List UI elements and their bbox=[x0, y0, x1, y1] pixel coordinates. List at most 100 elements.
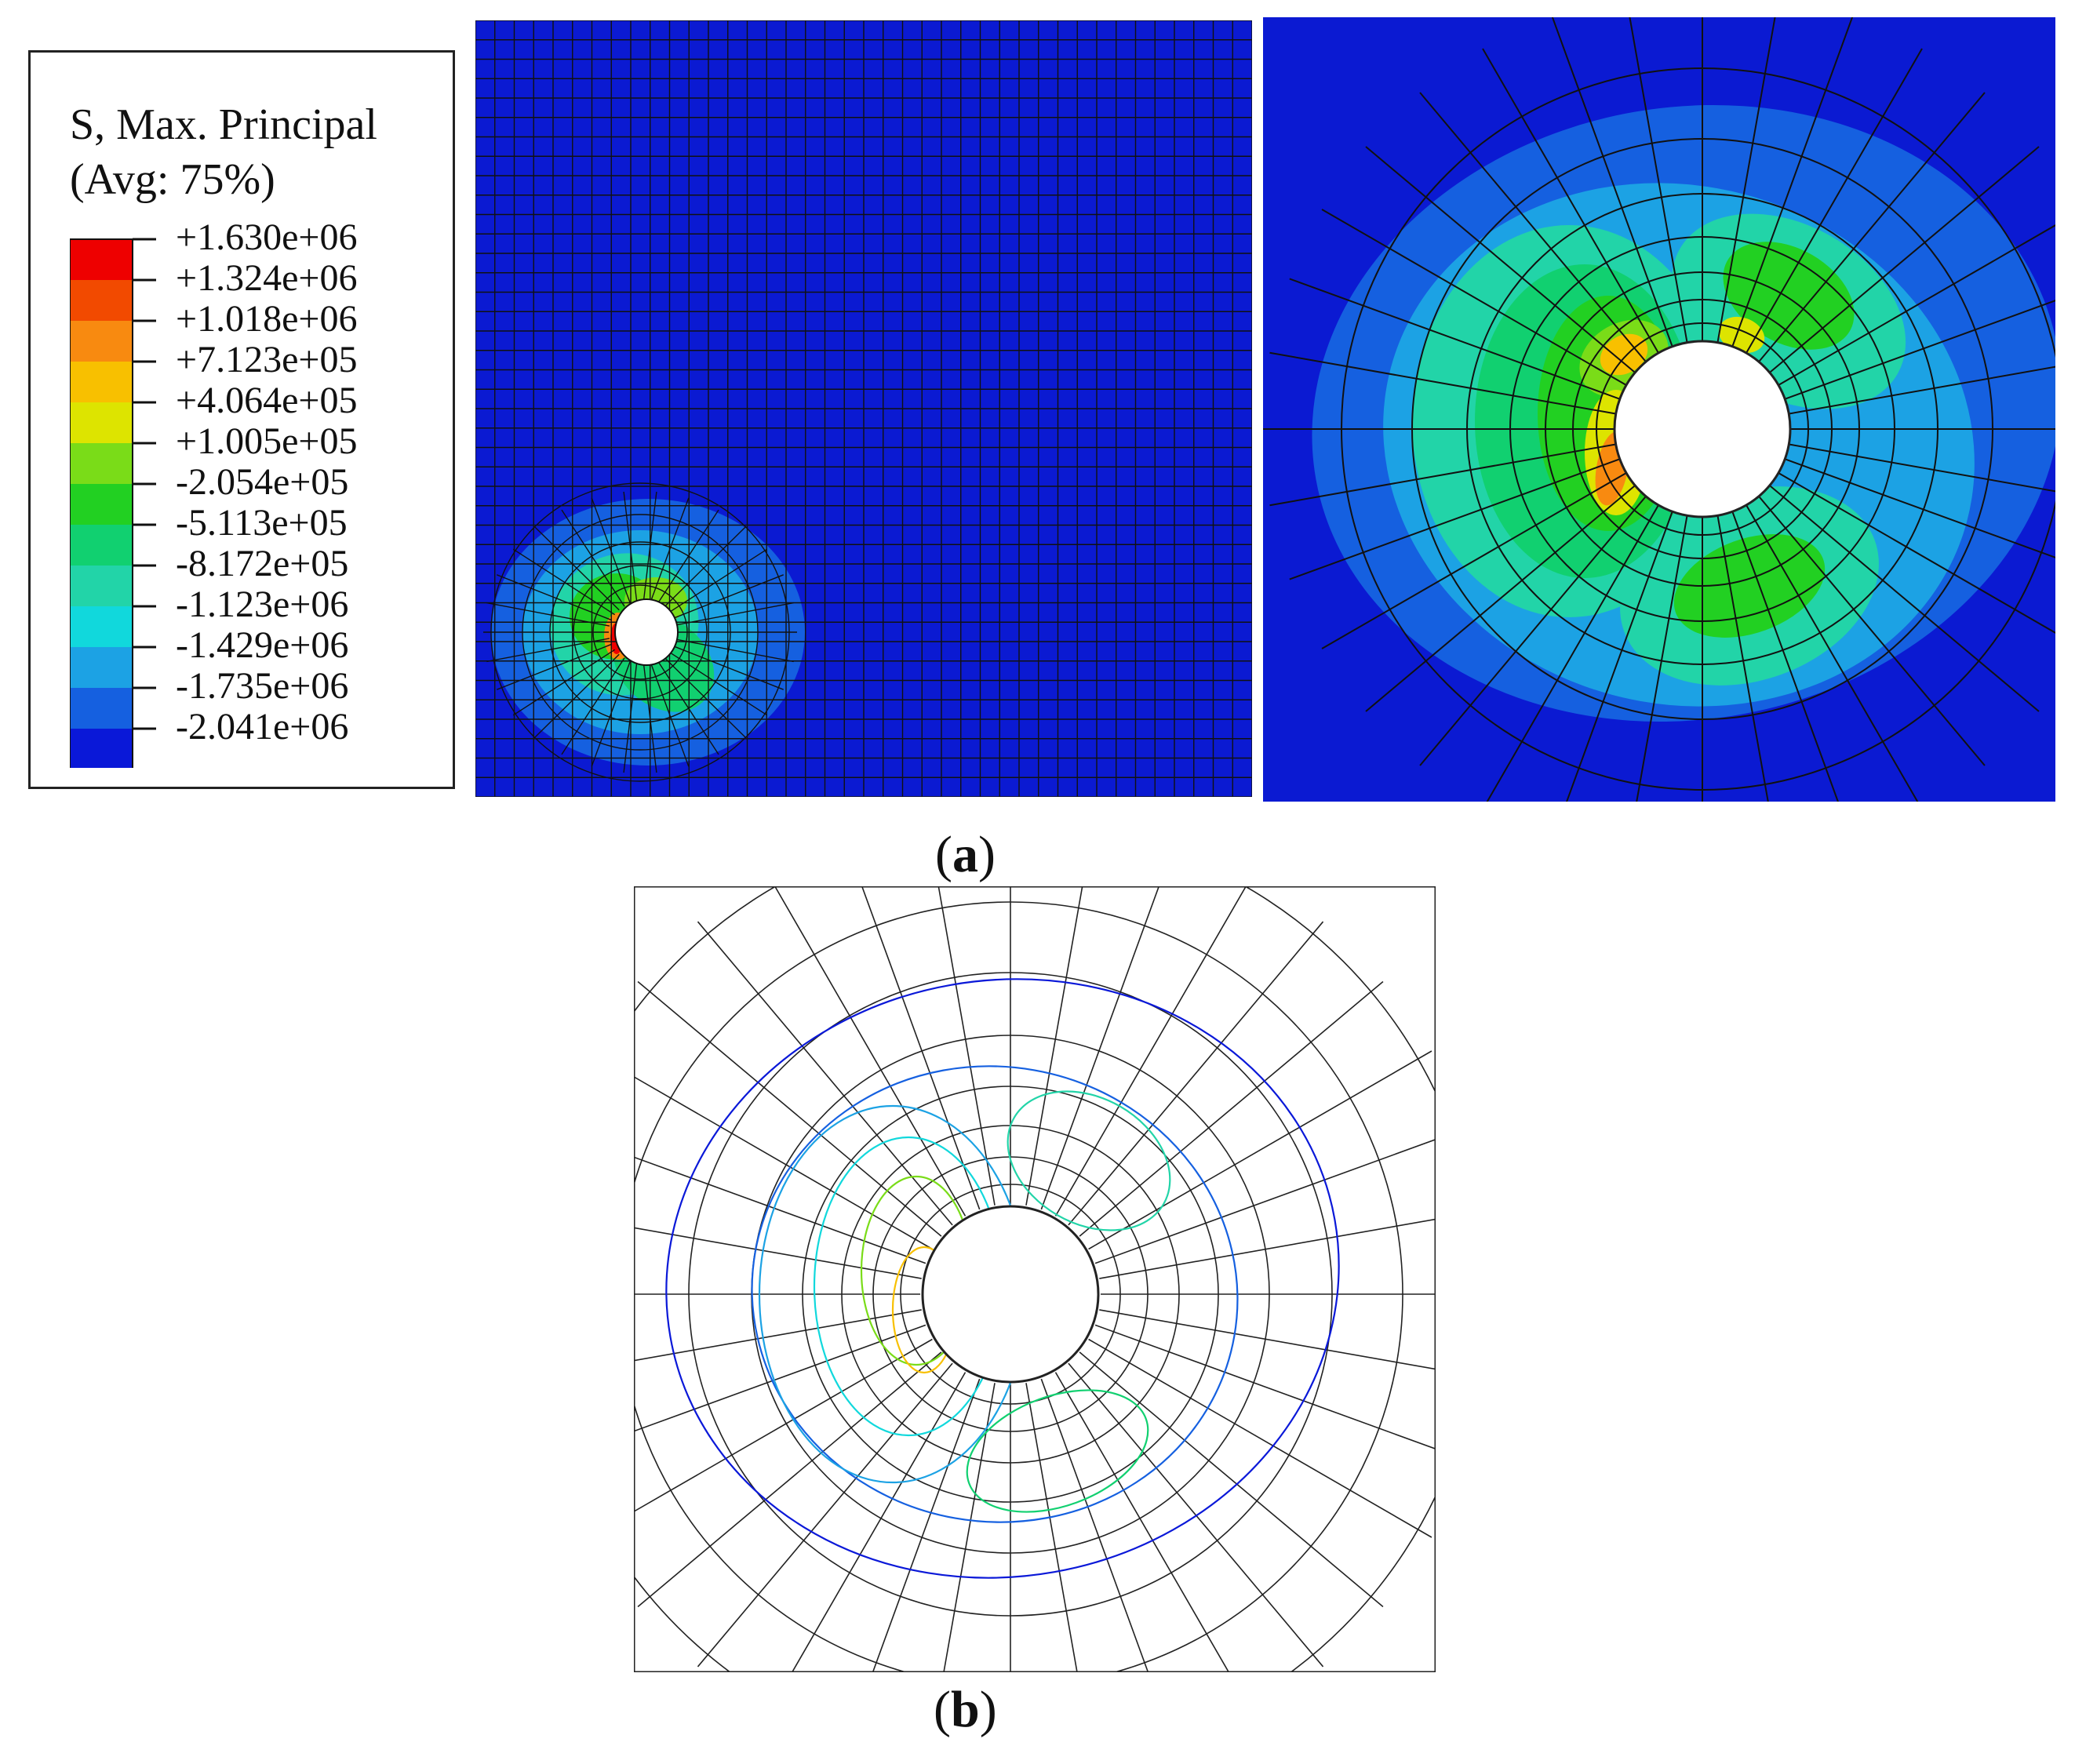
mesh-line bbox=[591, 497, 632, 605]
legend-label: -5.113e+05 bbox=[176, 502, 348, 544]
legend-label: +1.018e+06 bbox=[176, 298, 358, 340]
mesh-line bbox=[1636, 514, 1688, 802]
mesh-line bbox=[643, 491, 657, 603]
mesh-line bbox=[534, 526, 620, 611]
mesh-line bbox=[1079, 980, 1384, 1237]
mesh-ring bbox=[802, 1086, 1219, 1503]
mesh-line bbox=[1025, 1383, 1078, 1672]
legend-swatch bbox=[70, 362, 133, 402]
legend-swatch bbox=[70, 525, 133, 566]
mesh-line bbox=[1289, 457, 1622, 580]
mesh-line bbox=[1054, 886, 1247, 1217]
legend-swatch bbox=[70, 606, 133, 647]
mesh-line bbox=[664, 548, 768, 616]
mesh-line bbox=[649, 660, 690, 767]
mesh-line bbox=[1088, 1050, 1432, 1250]
mesh-line bbox=[486, 602, 610, 627]
mesh-line bbox=[668, 574, 784, 621]
stress-zone bbox=[1718, 316, 1765, 354]
contour-line bbox=[665, 978, 1340, 1579]
mesh-line bbox=[643, 661, 657, 773]
mesh-ring bbox=[634, 901, 1403, 1672]
mesh-ring bbox=[1572, 299, 1833, 559]
legend-swatch bbox=[70, 484, 133, 525]
mesh-line bbox=[697, 921, 953, 1226]
mesh-line bbox=[1783, 300, 2055, 401]
contour-line bbox=[966, 1389, 1149, 1513]
hole bbox=[1613, 340, 1792, 518]
mesh-line bbox=[1365, 146, 1637, 375]
zoomed-hole-contour bbox=[1263, 17, 2055, 802]
mesh-line bbox=[670, 638, 794, 663]
legend-label: -1.429e+06 bbox=[176, 624, 349, 666]
mesh-ring bbox=[1341, 67, 2055, 791]
mesh-line bbox=[534, 653, 620, 738]
mesh-line bbox=[1776, 224, 2055, 387]
legend-swatch bbox=[70, 239, 133, 280]
legend-bar-outline bbox=[70, 238, 133, 768]
legend-label: -1.123e+06 bbox=[176, 584, 349, 625]
mesh-ring bbox=[900, 1184, 1121, 1405]
legend-label: -2.041e+06 bbox=[176, 706, 349, 747]
legend-label: -2.054e+05 bbox=[176, 461, 349, 503]
mesh-line bbox=[1566, 510, 1674, 802]
stress-zone bbox=[1673, 534, 1826, 638]
hole bbox=[614, 598, 679, 666]
mesh-line bbox=[1783, 457, 2055, 558]
mesh-line bbox=[634, 1338, 933, 1513]
legend-label: +1.005e+05 bbox=[176, 420, 358, 462]
mesh-line bbox=[937, 886, 996, 1206]
stress-zone bbox=[1600, 333, 1648, 376]
mesh-line bbox=[512, 649, 616, 716]
mesh-line bbox=[661, 526, 746, 611]
mesh-line bbox=[1088, 1338, 1432, 1538]
legend-swatch bbox=[70, 402, 133, 443]
full-model-contour bbox=[475, 20, 1252, 797]
mesh-line bbox=[637, 1351, 942, 1608]
mesh-line bbox=[561, 509, 625, 607]
stress-legend: S, Max. Principal (Avg: 75%) +1.630e+06 +… bbox=[28, 50, 455, 789]
mesh-line bbox=[1099, 1218, 1436, 1279]
legend-swatch bbox=[70, 688, 133, 729]
mesh-line bbox=[1054, 1372, 1230, 1672]
legend-swatch bbox=[70, 566, 133, 606]
contour-line-plot bbox=[634, 886, 1436, 1672]
mesh-line bbox=[1068, 921, 1324, 1226]
legend-label: +1.324e+06 bbox=[176, 257, 358, 299]
mesh-line bbox=[623, 491, 638, 603]
legend-title: S, Max. Principal bbox=[70, 100, 377, 149]
caption-a: (a) bbox=[935, 826, 996, 883]
mesh-line bbox=[497, 574, 612, 621]
mesh-line bbox=[1486, 503, 1660, 802]
mesh-line bbox=[1094, 1138, 1436, 1264]
mesh-line bbox=[1716, 17, 1776, 344]
mesh-line bbox=[1767, 146, 2040, 375]
mesh-line bbox=[668, 643, 784, 690]
mesh-line bbox=[591, 660, 632, 767]
mesh-line bbox=[1731, 17, 1854, 348]
mesh-line bbox=[697, 1362, 953, 1668]
legend-swatch bbox=[70, 280, 133, 321]
mesh-line bbox=[774, 886, 967, 1217]
mesh-line bbox=[1321, 471, 1629, 649]
mesh-line bbox=[661, 653, 746, 738]
mesh-ring bbox=[573, 565, 708, 700]
legend-swatch bbox=[70, 321, 133, 362]
mesh-line bbox=[1745, 503, 1919, 802]
mesh-line bbox=[634, 1309, 922, 1362]
mesh-ring bbox=[522, 514, 759, 751]
legend-swatch bbox=[70, 729, 133, 768]
mesh-line bbox=[1419, 494, 1648, 766]
mesh-line bbox=[1731, 510, 1839, 802]
mesh-line bbox=[1040, 1378, 1149, 1672]
mesh-line bbox=[1099, 1309, 1436, 1370]
mesh-line bbox=[497, 643, 612, 690]
mesh-line bbox=[637, 980, 942, 1237]
legend-swatch bbox=[70, 647, 133, 688]
mesh-line bbox=[1269, 351, 1618, 415]
mesh-line bbox=[634, 1324, 926, 1432]
mesh-ring bbox=[1509, 236, 1895, 622]
legend-color-bar bbox=[70, 238, 156, 768]
mesh-line bbox=[623, 661, 638, 773]
contour-line bbox=[751, 1065, 1239, 1523]
